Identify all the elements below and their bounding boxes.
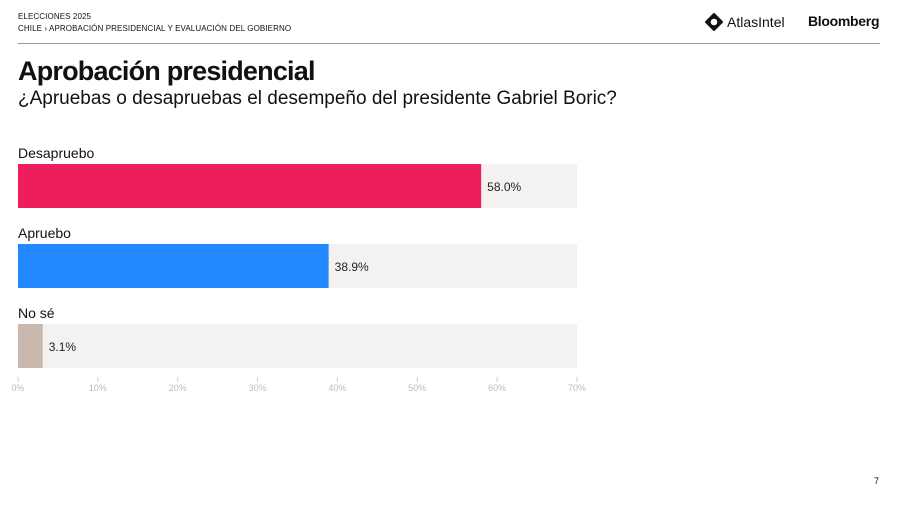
atlasintel-logo-text: AtlasIntel — [727, 14, 785, 30]
bar-apruebo — [18, 244, 329, 288]
page-number: 7 — [874, 476, 880, 486]
bar-desapruebo — [18, 164, 482, 208]
x-tick-label: 50% — [408, 383, 426, 393]
bloomberg-logo: Bloomberg — [808, 13, 880, 29]
category-label: No sé — [18, 305, 55, 321]
chart-title: Aprobación presidencial — [18, 56, 315, 86]
header-divider — [18, 43, 880, 44]
data-label: 3.1% — [49, 340, 77, 354]
atlasintel-logo: AtlasIntel — [705, 13, 785, 31]
x-tick-label: 60% — [488, 383, 506, 393]
x-tick-label: 10% — [89, 383, 107, 393]
x-tick-label: 40% — [328, 383, 346, 393]
chart-subtitle: ¿Apruebas o desapruebas el desempeño del… — [18, 88, 617, 109]
category-label: Apruebo — [18, 225, 71, 241]
category-label: Desapruebo — [18, 145, 94, 161]
x-tick-label: 0% — [11, 383, 24, 393]
data-label: 38.9% — [335, 260, 369, 274]
x-tick-label: 70% — [568, 383, 586, 393]
breadcrumb: CHILE › APROBACIÓN PRESIDENCIAL Y EVALUA… — [18, 24, 292, 33]
x-tick-label: 20% — [169, 383, 187, 393]
header-section: ELECCIONES 2025 — [18, 12, 92, 21]
bar-no-sé — [18, 324, 43, 368]
atlasintel-logo-icon — [705, 13, 723, 31]
x-tick-label: 30% — [249, 383, 267, 393]
bar-track — [18, 324, 577, 368]
data-label: 58.0% — [487, 180, 521, 194]
